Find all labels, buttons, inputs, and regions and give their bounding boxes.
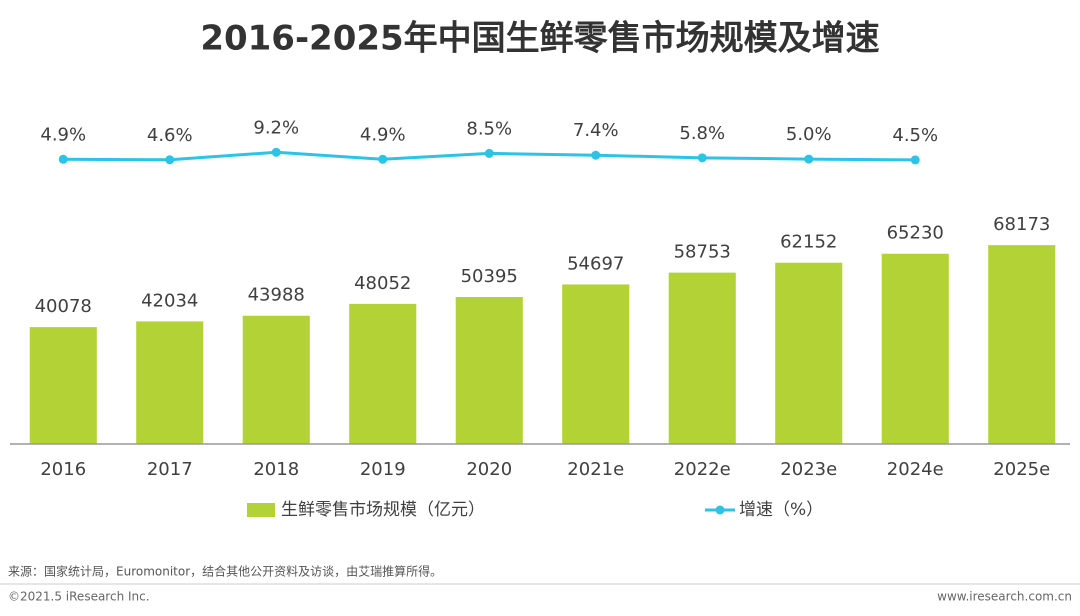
bar [775, 262, 843, 444]
legend-swatch [247, 503, 275, 517]
copyright: ©2021.5 iResearch Inc. [8, 590, 150, 604]
bar [988, 245, 1056, 444]
data-label: 43988 [248, 285, 305, 306]
data-label: 8.5% [466, 118, 512, 139]
data-label: 4.9% [40, 124, 86, 145]
data-label: 40078 [35, 296, 92, 317]
data-label: 4.6% [147, 125, 193, 146]
data-label: 65230 [887, 223, 944, 244]
data-label: 42034 [141, 290, 198, 311]
x-tick-label: 2024e [887, 459, 944, 480]
line-point [58, 154, 68, 164]
bar [562, 284, 630, 444]
bar [881, 253, 949, 444]
line-point [271, 147, 281, 157]
x-tick-label: 2023e [780, 459, 837, 480]
x-tick-label: 2025e [993, 459, 1050, 480]
x-tick-label: 2016 [40, 459, 86, 480]
bar [668, 272, 736, 444]
bar [242, 315, 310, 444]
data-label: 5.0% [786, 124, 832, 145]
bar [455, 297, 523, 444]
line-point [484, 148, 494, 158]
line-point [165, 155, 175, 165]
data-label: 7.4% [573, 120, 619, 141]
legend-label: 生鲜零售市场规模（亿元） [281, 500, 485, 520]
chart-title: 2016-2025年中国生鲜零售市场规模及增速 [200, 19, 879, 59]
website: www.iresearch.com.cn [937, 590, 1072, 604]
data-label: 9.2% [253, 117, 299, 138]
line-point [591, 150, 601, 160]
data-label: 68173 [993, 214, 1050, 235]
bar [136, 321, 204, 444]
legend-label: 增速（%） [739, 500, 823, 520]
x-tick-label: 2021e [567, 459, 624, 480]
line-point [910, 155, 920, 165]
data-label: 50395 [461, 266, 518, 287]
x-tick-label: 2022e [674, 459, 731, 480]
data-label: 5.8% [679, 123, 725, 144]
data-label: 4.9% [360, 124, 406, 145]
data-label: 62152 [780, 232, 837, 253]
line-point [697, 153, 707, 163]
bar [29, 327, 97, 444]
x-tick-label: 2020 [466, 459, 512, 480]
data-label: 54697 [567, 253, 624, 274]
bar [349, 303, 417, 444]
line-point [378, 154, 388, 164]
x-tick-label: 2017 [147, 459, 193, 480]
source: 来源：国家统计局，Euromonitor，结合其他公开资料及访谈，由艾瑞推算所得… [8, 564, 442, 579]
x-tick-label: 2018 [253, 459, 299, 480]
x-tick-label: 2019 [360, 459, 406, 480]
line-point [804, 154, 814, 164]
legend-swatch [715, 505, 725, 515]
data-label: 58753 [674, 242, 731, 263]
data-label: 48052 [354, 273, 411, 294]
data-label: 4.5% [892, 125, 938, 146]
